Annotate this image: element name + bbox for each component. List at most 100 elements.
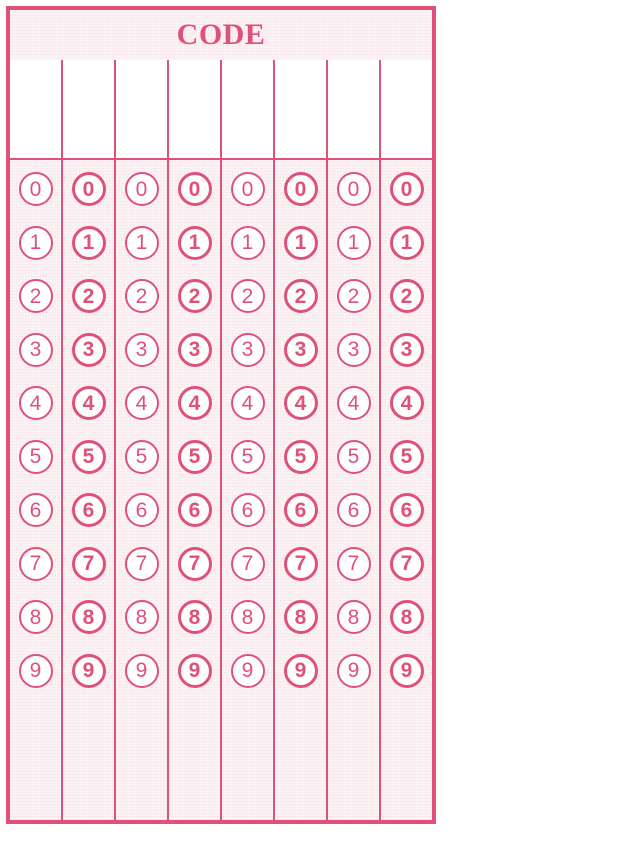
bubble-digit-9[interactable]: 9 (177, 653, 212, 688)
bubble-digit-0[interactable]: 0 (18, 172, 53, 206)
code-entry-box-4[interactable] (169, 60, 220, 160)
bubble-digit-6[interactable]: 6 (177, 493, 212, 527)
bubble-digit-2[interactable]: 2 (71, 279, 106, 313)
bubble-digit-1[interactable]: 1 (389, 225, 424, 260)
bubble-digit-3[interactable]: 3 (336, 332, 371, 367)
bubble-digit-5[interactable]: 5 (124, 439, 159, 474)
bubble-digit-4[interactable]: 4 (283, 386, 318, 420)
bubble-digit-0[interactable]: 0 (283, 172, 318, 206)
bubble-digit-5[interactable]: 5 (336, 439, 371, 474)
bubble-digit-5[interactable]: 5 (230, 439, 265, 474)
code-column-7: 0 1 2 3 4 5 6 7 8 9 (328, 60, 381, 820)
bubble-digit-9[interactable]: 9 (389, 653, 424, 688)
bubble-digit-8[interactable]: 8 (124, 600, 159, 634)
bubble-digit-1[interactable]: 1 (124, 225, 159, 260)
bubble-digit-9[interactable]: 9 (283, 653, 318, 688)
code-column-2: 0 1 2 3 4 5 6 7 8 9 (63, 60, 116, 820)
bubble-digit-3[interactable]: 3 (18, 332, 53, 367)
bubble-digit-2[interactable]: 2 (230, 279, 265, 313)
code-title: CODE (176, 18, 266, 51)
bubble-digit-0[interactable]: 0 (124, 172, 159, 206)
code-column-5: 0 1 2 3 4 5 6 7 8 9 (222, 60, 275, 820)
bubble-digit-9[interactable]: 9 (230, 653, 265, 688)
bubble-digit-3[interactable]: 3 (283, 332, 318, 367)
bubble-digit-8[interactable]: 8 (283, 600, 318, 634)
code-column-4: 0 1 2 3 4 5 6 7 8 9 (169, 60, 222, 820)
bubble-digit-7[interactable]: 7 (230, 546, 265, 581)
bubble-digit-0[interactable]: 0 (71, 172, 106, 206)
bubble-digit-7[interactable]: 7 (124, 546, 159, 581)
code-entry-box-3[interactable] (116, 60, 167, 160)
bubble-digit-4[interactable]: 4 (18, 386, 53, 420)
bubble-digit-6[interactable]: 6 (230, 493, 265, 527)
bubble-digit-3[interactable]: 3 (124, 332, 159, 367)
bubble-digit-6[interactable]: 6 (389, 493, 424, 527)
bubble-digit-0[interactable]: 0 (336, 172, 371, 206)
bubble-digit-2[interactable]: 2 (177, 279, 212, 313)
bubble-digit-7[interactable]: 7 (389, 546, 424, 581)
bubble-digit-7[interactable]: 7 (71, 546, 106, 581)
bubble-digit-1[interactable]: 1 (283, 225, 318, 260)
bubble-digit-7[interactable]: 7 (18, 546, 53, 581)
bubble-digit-8[interactable]: 8 (230, 600, 265, 634)
bubble-digit-4[interactable]: 4 (230, 386, 265, 420)
bubble-digit-1[interactable]: 1 (18, 225, 53, 260)
bubble-digit-9[interactable]: 9 (18, 653, 53, 688)
bubble-digit-7[interactable]: 7 (177, 546, 212, 581)
bubble-digit-9[interactable]: 9 (336, 653, 371, 688)
bubble-digit-5[interactable]: 5 (283, 439, 318, 474)
bubble-digit-0[interactable]: 0 (389, 172, 424, 206)
bubble-digit-4[interactable]: 4 (336, 386, 371, 420)
bubble-digit-4[interactable]: 4 (71, 386, 106, 420)
bubble-digit-3[interactable]: 3 (71, 332, 106, 367)
code-entry-box-6[interactable] (275, 60, 326, 160)
bubble-digit-8[interactable]: 8 (389, 600, 424, 634)
bubble-digit-5[interactable]: 5 (177, 439, 212, 474)
bubble-digit-8[interactable]: 8 (336, 600, 371, 634)
code-entry-box-1[interactable] (10, 60, 61, 160)
bubble-digit-1[interactable]: 1 (336, 225, 371, 260)
bubble-digit-6[interactable]: 6 (71, 493, 106, 527)
bubble-digit-9[interactable]: 9 (124, 653, 159, 688)
bubble-digit-8[interactable]: 8 (177, 600, 212, 634)
bubble-digit-0[interactable]: 0 (230, 172, 265, 206)
bubble-digit-2[interactable]: 2 (18, 279, 53, 313)
code-column-8: 0 1 2 3 4 5 6 7 8 9 (381, 60, 432, 820)
bubble-digit-2[interactable]: 2 (389, 279, 424, 313)
bubble-digit-6[interactable]: 6 (336, 493, 371, 527)
bubble-digit-5[interactable]: 5 (71, 439, 106, 474)
bubble-digit-5[interactable]: 5 (389, 439, 424, 474)
bubble-digit-1[interactable]: 1 (177, 225, 212, 260)
bubble-digit-3[interactable]: 3 (230, 332, 265, 367)
bubble-digit-7[interactable]: 7 (283, 546, 318, 581)
bubble-digit-3[interactable]: 3 (177, 332, 212, 367)
bubble-digit-6[interactable]: 6 (18, 493, 53, 527)
bubble-digit-6[interactable]: 6 (124, 493, 159, 527)
code-column-1: 0 1 2 3 4 5 6 7 8 9 (10, 60, 63, 820)
bubble-digit-3[interactable]: 3 (389, 332, 424, 367)
bubble-digit-4[interactable]: 4 (389, 386, 424, 420)
bubble-digit-2[interactable]: 2 (283, 279, 318, 313)
bubble-digit-8[interactable]: 8 (71, 600, 106, 634)
code-entry-box-7[interactable] (328, 60, 379, 160)
code-entry-box-8[interactable] (381, 60, 432, 160)
bubble-digit-6[interactable]: 6 (283, 493, 318, 527)
bubble-digit-9[interactable]: 9 (71, 653, 106, 688)
bubble-digit-2[interactable]: 2 (124, 279, 159, 313)
bubble-digit-4[interactable]: 4 (124, 386, 159, 420)
bubble-digit-2[interactable]: 2 (336, 279, 371, 313)
bubble-digit-1[interactable]: 1 (71, 225, 106, 260)
code-column-6: 0 1 2 3 4 5 6 7 8 9 (275, 60, 328, 820)
code-column-3: 0 1 2 3 4 5 6 7 8 9 (116, 60, 169, 820)
bubble-digit-4[interactable]: 4 (177, 386, 212, 420)
code-entry-box-2[interactable] (63, 60, 114, 160)
bubble-digit-7[interactable]: 7 (336, 546, 371, 581)
code-header: CODE (10, 10, 432, 63)
code-entry-box-5[interactable] (222, 60, 273, 160)
bubble-digit-1[interactable]: 1 (230, 225, 265, 260)
bubble-digit-0[interactable]: 0 (177, 172, 212, 206)
bubble-digit-8[interactable]: 8 (18, 600, 53, 634)
bubble-digit-5[interactable]: 5 (18, 439, 53, 474)
